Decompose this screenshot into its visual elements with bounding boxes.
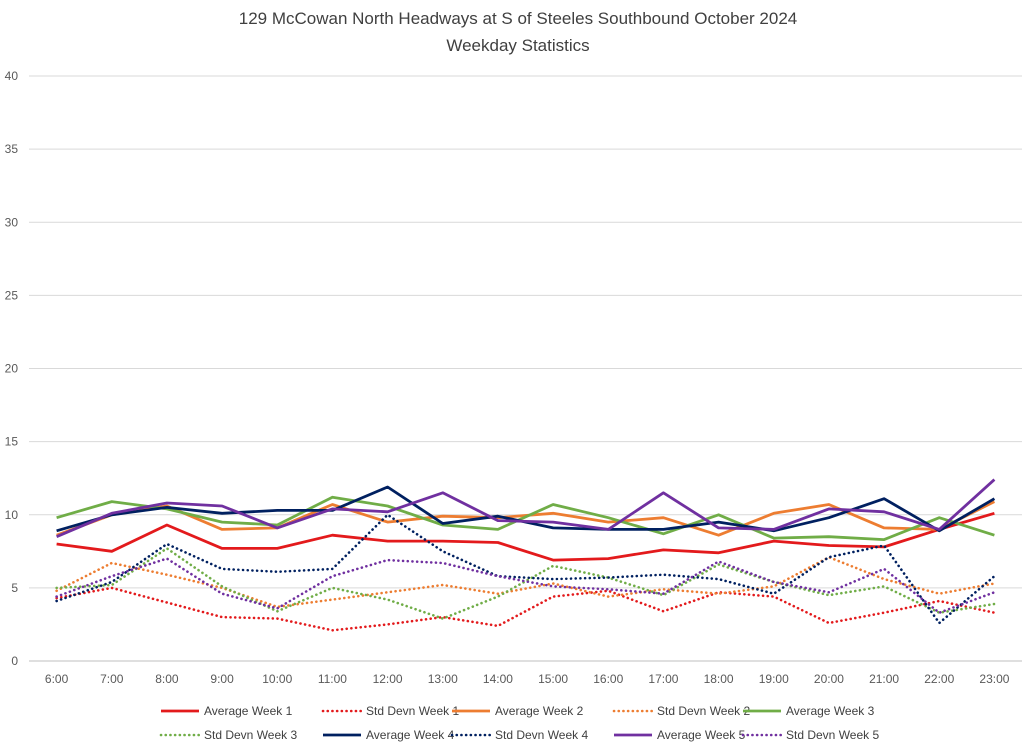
x-axis-tick-labels: 6:00 7:00 8:00 9:00 10:00 11:00 12:00 13:00 14:0…	[45, 672, 1010, 686]
x-tick-label: 23:00	[979, 672, 1009, 686]
x-tick-label: 16:00	[593, 672, 623, 686]
x-tick-label: 20:00	[814, 672, 844, 686]
y-tick-label: 30	[5, 215, 19, 229]
series-line	[55, 547, 996, 620]
y-tick-label: 10	[5, 508, 19, 522]
series-line	[55, 557, 996, 615]
legend-label: Average Week 5	[657, 728, 746, 742]
y-tick-label: 0	[11, 654, 18, 668]
legend-label: Average Week 1	[204, 704, 293, 718]
legend-label: Average Week 3	[786, 704, 875, 718]
y-tick-label: 5	[11, 581, 18, 595]
x-tick-label: 13:00	[428, 672, 458, 686]
x-tick-label: 7:00	[100, 672, 124, 686]
legend-label: Std Devn Week 4	[495, 728, 588, 742]
x-tick-label: 10:00	[262, 672, 292, 686]
chart-subtitle: Weekday Statistics	[446, 36, 589, 55]
y-tick-label: 40	[5, 69, 19, 83]
y-tick-label: 35	[5, 142, 19, 156]
x-tick-label: 6:00	[45, 672, 69, 686]
series-line	[56, 495, 995, 541]
y-axis-tick-labels: 0 5 10 15 20 25 30 35 40	[5, 69, 19, 668]
legend-label: Average Week 2	[495, 704, 584, 718]
x-tick-label: 21:00	[869, 672, 899, 686]
series-line	[56, 478, 996, 538]
legend-label: Std Devn Week 3	[204, 728, 297, 742]
y-tick-label: 25	[5, 288, 19, 302]
chart-title: 129 McCowan North Headways at S of Steel…	[239, 9, 798, 28]
series-line	[55, 513, 996, 625]
x-tick-label: 14:00	[483, 672, 513, 686]
legend-label: Std Devn Week 1	[366, 704, 459, 718]
x-tick-label: 12:00	[373, 672, 403, 686]
x-tick-label: 11:00	[318, 672, 347, 686]
series-lines	[55, 478, 996, 632]
x-tick-label: 17:00	[648, 672, 678, 686]
legend-label: Std Devn Week 2	[657, 704, 750, 718]
y-tick-label: 15	[5, 435, 19, 449]
x-tick-label: 8:00	[155, 672, 179, 686]
x-tick-label: 22:00	[924, 672, 954, 686]
x-tick-label: 18:00	[704, 672, 734, 686]
legend-label: Average Week 4	[366, 728, 455, 742]
series-line	[55, 586, 996, 632]
y-tick-label: 20	[5, 362, 19, 376]
legend-label: Std Devn Week 5	[786, 728, 879, 742]
x-tick-label: 15:00	[538, 672, 568, 686]
series-line	[56, 511, 995, 562]
legend: Average Week 1 Std Devn Week 1 Average Wee…	[159, 704, 879, 742]
x-tick-label: 19:00	[759, 672, 789, 686]
x-tick-label: 9:00	[210, 672, 234, 686]
series-line	[55, 555, 996, 609]
